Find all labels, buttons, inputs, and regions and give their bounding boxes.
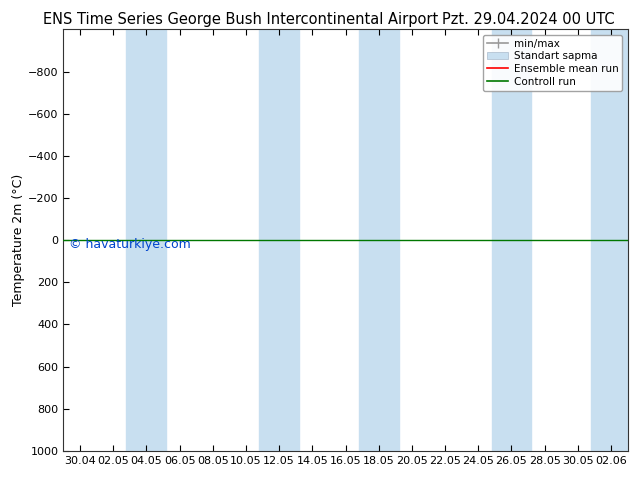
Bar xyxy=(359,29,399,451)
Text: ENS Time Series George Bush Intercontinental Airport: ENS Time Series George Bush Intercontine… xyxy=(43,12,439,27)
Bar xyxy=(591,29,631,451)
Legend: min/max, Standart sapma, Ensemble mean run, Controll run: min/max, Standart sapma, Ensemble mean r… xyxy=(483,35,623,91)
Bar xyxy=(126,29,166,451)
Text: © havaturkiye.com: © havaturkiye.com xyxy=(69,238,191,251)
Y-axis label: Temperature 2m (°C): Temperature 2m (°C) xyxy=(12,174,25,306)
Text: Pzt. 29.04.2024 00 UTC: Pzt. 29.04.2024 00 UTC xyxy=(443,12,615,27)
Bar xyxy=(259,29,299,451)
Bar xyxy=(491,29,531,451)
